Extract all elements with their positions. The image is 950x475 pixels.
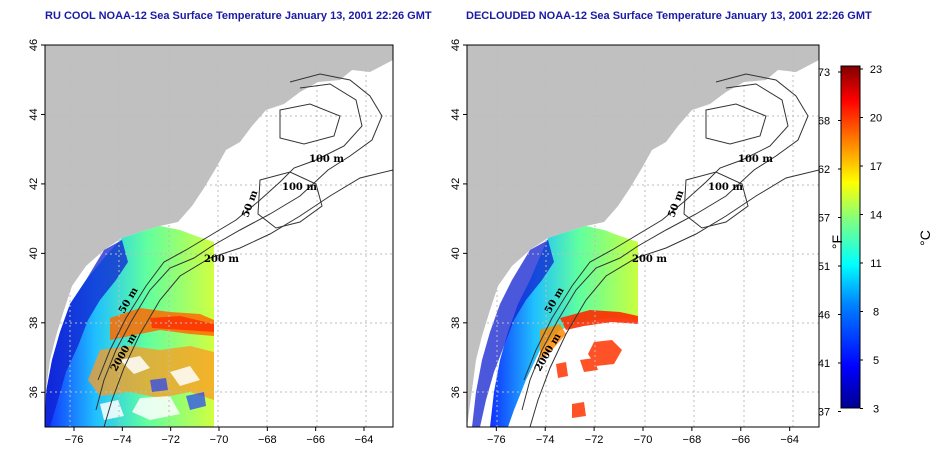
right-lat-tick-label: 36 [450, 386, 462, 398]
right-lon-tick-label: −70 [634, 434, 653, 446]
right-contour-label-100m-b: 100 m [708, 182, 743, 193]
celsius-label: °C [917, 230, 933, 246]
colorbar-c-tick-label: 20 [870, 113, 882, 125]
left-panel-title: RU COOL NOAA-12 Sea Surface Temperature … [45, 10, 432, 22]
colorbar-c-tick-label: 11 [870, 258, 881, 270]
left-lon-tick-label: −72 [161, 434, 180, 446]
left-lat-tick-label: 38 [28, 317, 40, 329]
left-lon-tick-label: −64 [355, 434, 374, 446]
left-lon-tick-label: −76 [65, 434, 84, 446]
colorbar-c-tick-label: 17 [870, 161, 882, 173]
right-sst-field [490, 226, 638, 427]
colorbar-f-tick-label: 57 [818, 213, 830, 225]
right-contour-label-100m-a: 100 m [738, 154, 773, 165]
right-lat-tick-label: 38 [450, 317, 462, 329]
colorbar [840, 65, 861, 409]
left-lat-tick-label: 42 [28, 178, 40, 190]
left-lat-tick-label: 36 [28, 386, 40, 398]
colorbar-f-tick-label: 68 [818, 116, 830, 128]
colorbar-c-tick-label: 14 [870, 210, 882, 222]
right-lon-tick-label: −64 [780, 434, 799, 446]
right-map-panel: 100 m 100 m 50 m 200 m 50 m 2000 m [467, 45, 819, 427]
left-bathymetry-contours [95, 73, 393, 427]
left-sst-blue-patches [150, 378, 206, 410]
colorbar-f-tick-label: 46 [818, 310, 830, 322]
right-sst-offshore-patches [556, 340, 622, 418]
colorbar-f-tick-label: 51 [818, 261, 830, 273]
colorbar-c-tick-label: 8 [873, 307, 879, 319]
colorbar-f-tick-label: 73 [818, 67, 830, 79]
right-lon-tick-label: −66 [731, 434, 750, 446]
left-lon-tick-label: −70 [210, 434, 229, 446]
left-land-mass [45, 45, 393, 427]
left-contour-label-200m: 200 m [204, 254, 239, 265]
right-lat-axis: 36 38 40 42 44 46 [450, 39, 467, 398]
left-contour-label-100m-a: 100 m [309, 154, 344, 165]
right-graticule [467, 45, 819, 427]
left-sst-warm-band-2 [150, 316, 214, 332]
right-sst-warm-band [560, 310, 638, 330]
colorbar-f-tick-label: 37 [818, 407, 830, 419]
colorbar-fahrenheit-ticks: 73 68 62 57 51 46 41 37 [818, 67, 841, 419]
right-lon-tick-label: −76 [487, 434, 506, 446]
colorbar-f-tick-label: 41 [818, 358, 830, 370]
left-lon-tick-label: −74 [113, 434, 132, 446]
right-lon-tick-label: −74 [536, 434, 555, 446]
right-bathymetry-contours [521, 73, 819, 427]
right-lon-axis: −76 −74 −72 −70 −68 −66 −64 [487, 427, 799, 446]
right-land-mass [467, 45, 819, 427]
colorbar-c-tick-label: 5 [873, 355, 879, 367]
left-map-panel: 100 m 100 m 50 m 200 m 50 m 2000 m [45, 45, 393, 427]
left-lon-tick-label: −66 [306, 434, 325, 446]
left-nearshore [45, 240, 128, 427]
left-lat-tick-label: 40 [28, 247, 40, 259]
right-lat-tick-label: 40 [450, 247, 462, 259]
colorbar-f-tick-label: 62 [818, 164, 830, 176]
colorbar-c-tick-label: 23 [870, 64, 882, 76]
left-lat-tick-label: 44 [28, 108, 40, 120]
right-nearshore [472, 240, 554, 427]
right-lat-tick-label: 44 [450, 108, 462, 120]
colorbar-c-tick-label: 3 [873, 404, 879, 416]
right-lat-tick-label: 46 [450, 39, 462, 51]
left-lat-axis: 36 38 40 42 44 46 [28, 39, 45, 398]
left-lon-tick-label: −68 [258, 434, 277, 446]
right-contour-label-200m: 200 m [632, 254, 667, 265]
right-lon-tick-label: −68 [683, 434, 702, 446]
left-sst-cloud-gaps [100, 356, 200, 420]
left-lon-axis: −76 −74 −72 −70 −68 −66 −64 [65, 427, 374, 446]
colorbar-celsius-ticks: 23 20 17 14 11 8 5 3 [860, 64, 882, 416]
right-panel-title: DECLOUDED NOAA-12 Sea Surface Temperatur… [466, 10, 872, 22]
right-lon-tick-label: −72 [585, 434, 604, 446]
fahrenheit-label: °F [829, 235, 845, 249]
left-contour-label-100m-b: 100 m [282, 182, 317, 193]
right-lat-tick-label: 42 [450, 178, 462, 190]
left-graticule [45, 45, 393, 427]
left-lat-tick-label: 46 [28, 39, 40, 51]
